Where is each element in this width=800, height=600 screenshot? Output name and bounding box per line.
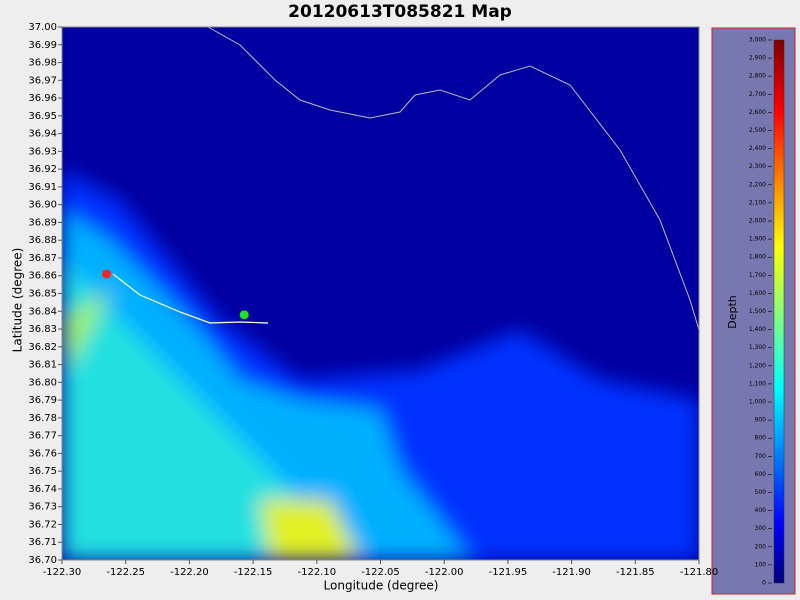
y-tick-label: 36.94 (28, 129, 57, 140)
x-tick-label: -121.85 (616, 567, 655, 578)
track-point (239, 310, 249, 320)
colorbar-tick-label: 600 (755, 471, 767, 478)
colorbar-tick-label: 100 (755, 561, 767, 568)
colorbar-tick-label: 300 (755, 525, 767, 532)
y-tick-label: 36.92 (28, 164, 57, 175)
x-tick-label: -122.10 (297, 567, 336, 578)
y-tick-label: 36.77 (28, 431, 57, 442)
colorbar-tick-label: 2,500 (749, 127, 766, 134)
colorbar-tick-label: 2,900 (749, 55, 766, 62)
x-tick-label: -121.80 (680, 567, 719, 578)
x-tick-label: -122.00 (425, 567, 464, 578)
y-tick-label: 36.95 (28, 111, 57, 122)
y-tick-label: 36.88 (28, 235, 57, 246)
x-tick-label: -122.30 (43, 567, 82, 578)
colorbar-tick-label: 1,200 (749, 362, 766, 369)
colorbar-tick-label: 2,000 (749, 218, 766, 225)
y-tick-label: 36.73 (28, 502, 57, 513)
y-tick-label: 37.00 (28, 22, 57, 33)
colorbar-tick-label: 800 (755, 435, 767, 442)
y-tick-label: 36.80 (28, 377, 57, 388)
colorbar-tick-label: 1,800 (749, 254, 766, 261)
depth-field (62, 27, 699, 560)
y-tick-label: 36.86 (28, 271, 57, 282)
y-tick-label: 36.78 (28, 413, 57, 424)
y-tick-label: 36.85 (28, 289, 57, 300)
x-tick-label: -122.25 (106, 567, 145, 578)
colorbar-tick-label: 1,000 (749, 399, 766, 406)
x-axis-label: Longitude (degree) (324, 579, 439, 593)
colorbar-tick-label: 1,400 (749, 326, 766, 333)
colorbar-tick-label: 2,800 (749, 73, 766, 80)
title: 20120613T085821 Map (288, 2, 512, 22)
colorbar-tick-label: 2,300 (749, 163, 766, 170)
x-tick-label: -122.15 (234, 567, 273, 578)
y-tick-label: 36.70 (28, 555, 57, 566)
y-tick-label: 36.90 (28, 200, 57, 211)
colorbar-tick-label: 200 (755, 543, 767, 550)
y-tick-label: 36.79 (28, 395, 57, 406)
y-tick-label: 36.82 (28, 342, 57, 353)
x-tick-label: -122.20 (170, 567, 209, 578)
x-tick-label: -121.90 (552, 567, 591, 578)
x-tick-label: -122.05 (361, 567, 400, 578)
y-tick-label: 36.76 (28, 448, 57, 459)
y-axis-label: Latitude (degree) (11, 248, 25, 353)
colorbar-tick-label: 1,100 (749, 380, 766, 387)
y-tick-label: 36.72 (28, 519, 57, 530)
track-point (102, 269, 112, 279)
y-tick-label: 36.89 (28, 217, 57, 228)
colorbar-tick-label: 900 (755, 417, 767, 424)
y-tick-label: 36.96 (28, 93, 57, 104)
y-tick-label: 36.87 (28, 253, 57, 264)
y-tick-label: 36.91 (28, 182, 57, 193)
colorbar-label: Depth (726, 295, 739, 329)
colorbar-tick-label: 1,700 (749, 272, 766, 279)
y-tick-label: 36.75 (28, 466, 57, 477)
colorbar-tick-label: 3,000 (749, 37, 766, 44)
colorbar-tick-label: 1,500 (749, 308, 766, 315)
colorbar-tick-label: 500 (755, 489, 767, 496)
colorbar-tick-label: 1,900 (749, 236, 766, 243)
colorbar-tick-label: 2,600 (749, 109, 766, 116)
y-tick-label: 36.74 (28, 484, 57, 495)
y-tick-label: 36.97 (28, 75, 57, 86)
colorbar-tick-label: 2,700 (749, 91, 766, 98)
colorbar-tick-label: 0 (762, 580, 766, 587)
colorbar-tick-label: 700 (755, 453, 767, 460)
x-tick-label: -121.95 (489, 567, 528, 578)
colorbar-tick-label: 2,100 (749, 199, 766, 206)
y-tick-label: 36.99 (28, 40, 57, 51)
colorbar-tick-label: 2,200 (749, 181, 766, 188)
colorbar-tick-label: 2,400 (749, 145, 766, 152)
y-tick-label: 36.84 (28, 306, 57, 317)
y-tick-label: 36.93 (28, 146, 57, 157)
y-tick-label: 36.71 (28, 537, 57, 548)
y-tick-label: 36.83 (28, 324, 57, 335)
colorbar-tick-label: 1,300 (749, 344, 766, 351)
colorbar-tick-label: 400 (755, 507, 767, 514)
colorbar-tick-label: 1,600 (749, 290, 766, 297)
colorbar (773, 39, 785, 584)
y-tick-label: 36.81 (28, 360, 57, 371)
y-tick-label: 36.98 (28, 58, 57, 69)
